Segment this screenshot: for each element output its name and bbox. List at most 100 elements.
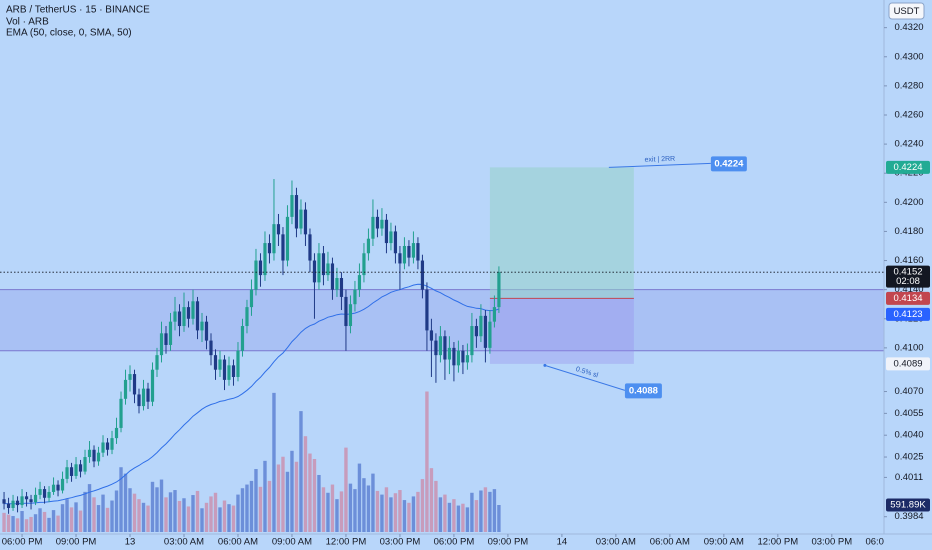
candle-body (452, 347, 456, 366)
indicator-label: EMA (50, close, 0, SMA, 50) (6, 28, 132, 39)
volume-bar (128, 488, 132, 532)
candle-body (173, 311, 177, 322)
volume-bar (299, 411, 303, 532)
candle-body (339, 278, 344, 297)
price-badge-label: 0.4123 (893, 309, 922, 320)
volume-bar (330, 484, 335, 532)
currency[interactable]: USDT (894, 6, 920, 17)
volume-bar (339, 491, 344, 532)
volume-bar (497, 505, 501, 532)
volume-bar (114, 490, 119, 532)
volume-bar (137, 499, 141, 532)
candle-body (299, 209, 303, 229)
y-tick-label: 0.4200 (894, 197, 923, 208)
price-badge (886, 160, 930, 174)
volume-bar (87, 484, 92, 532)
y-tick-label: 0.4140 (894, 284, 923, 295)
volume-bar (461, 503, 465, 532)
candle-body (312, 260, 317, 283)
candle-body (353, 289, 357, 305)
y-tick-label: 0.4100 (894, 342, 923, 353)
countdown: 02:08 (896, 276, 920, 287)
volume-bar (308, 453, 312, 532)
volume-bar (60, 504, 65, 532)
candle-body (384, 219, 389, 244)
volume-bar (263, 460, 267, 532)
currency-box[interactable] (888, 2, 925, 20)
volume-bar (272, 392, 276, 532)
volume-bar (294, 461, 299, 532)
volume-bar (326, 492, 330, 532)
volume-bar (366, 485, 371, 532)
candle-body (497, 272, 501, 308)
volume-bar (488, 491, 492, 532)
chart-title: ARB / TetherUS · 15 · BINANCE (6, 5, 150, 16)
y-tick-label: 0.3984 (894, 511, 923, 522)
y-tick-label: 0.4240 (894, 139, 923, 150)
candle-body (132, 374, 137, 395)
candle-body (78, 464, 83, 472)
volume-bar (213, 492, 218, 532)
candle-body (425, 289, 429, 331)
candle-body (56, 484, 60, 491)
volume-bar (470, 492, 474, 532)
candle-body (222, 359, 227, 380)
y-tick-label: 0.4025 (894, 452, 923, 463)
volume-bar (375, 490, 380, 532)
candle-body (200, 321, 204, 331)
volume-badge (886, 498, 930, 512)
volume-bar (240, 488, 245, 532)
candle-body (38, 489, 42, 495)
y-tick-label: 0.4320 (894, 22, 923, 33)
candle-body (245, 307, 249, 327)
x-tick-label: 09:00 AM (272, 537, 312, 548)
candle-body (164, 333, 168, 345)
volume-bar (105, 507, 110, 532)
candle-body (321, 253, 326, 276)
indicator-label: Vol · ARB (6, 17, 49, 28)
volume-bar (429, 468, 434, 532)
volume-bar (357, 463, 362, 532)
volume-bar (15, 518, 20, 532)
volume-bar (33, 514, 38, 532)
candle-body (60, 478, 65, 491)
candle-body (267, 243, 272, 254)
volume-bar (281, 456, 285, 532)
volume-bar (231, 505, 236, 532)
volume-bar (303, 436, 308, 532)
volume-bar (371, 473, 375, 532)
candle-body (317, 253, 321, 283)
x-tick-label: 06:00 AM (218, 537, 258, 548)
candle-body (407, 245, 411, 258)
x-tick-label: 06:00 AM (650, 537, 690, 548)
price-badge (886, 291, 930, 305)
candle-body (393, 231, 398, 254)
volume-bar (492, 489, 497, 532)
candle-body (380, 219, 384, 229)
candle-body (461, 350, 465, 363)
volume-bar (447, 502, 452, 532)
annotation-text: exit | 2RR (644, 156, 675, 164)
x-tick-label: 13 (125, 537, 136, 548)
annotation-box (624, 383, 662, 399)
volume-bar (456, 505, 461, 532)
volume-bar (258, 486, 263, 532)
candle-body (420, 260, 425, 290)
candle-body (443, 336, 447, 360)
volume-bar (420, 479, 425, 532)
x-tick-label: 03:00 PM (811, 537, 852, 548)
candle-body (119, 398, 123, 428)
volume-bar (425, 391, 429, 532)
y-tick-label: 0.4300 (894, 51, 923, 62)
y-tick-label: 0.4055 (894, 408, 923, 419)
candle-body (294, 195, 299, 229)
volume-bar (398, 490, 402, 532)
volume-bar (312, 459, 317, 532)
volume-bar (384, 487, 389, 532)
volume-bar (380, 494, 384, 532)
annotation-line (608, 162, 711, 168)
volume-bar (389, 497, 393, 532)
candle-body (150, 369, 155, 402)
candle-body (204, 321, 209, 341)
annotation-label: 0.4088 (629, 385, 658, 396)
